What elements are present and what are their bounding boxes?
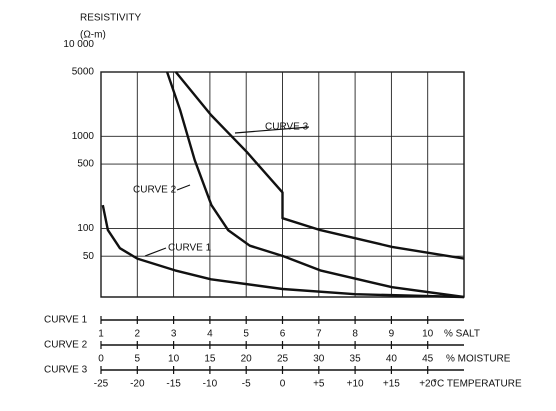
x-tick-label: 4: [207, 329, 213, 340]
x-tick-label: 6: [280, 329, 286, 340]
x-tick-label: -20: [130, 379, 145, 390]
x-tick-label: 3: [171, 329, 177, 340]
x-tick-label: 10: [422, 329, 434, 340]
x-tick-label: 0: [280, 379, 286, 390]
x-axis-name: CURVE 2: [44, 340, 88, 351]
x-tick-label: 5: [135, 354, 141, 365]
x-axis-name: CURVE 3: [44, 365, 88, 376]
leader-line: [176, 184, 191, 191]
x-tick-label: +20: [419, 379, 436, 390]
y-tick-label: 10 000: [63, 39, 94, 50]
x-tick-label: 9: [389, 329, 395, 340]
curve: [174, 71, 465, 260]
y-axis-label: RESISTIVITY: [80, 13, 141, 24]
x-tick-label: +5: [313, 379, 325, 390]
x-tick-label: 45: [422, 354, 434, 365]
y-tick-label: 100: [77, 223, 94, 234]
x-tick-label: 30: [313, 354, 325, 365]
x-tick-label: 8: [352, 329, 358, 340]
x-tick-label: 2: [135, 329, 141, 340]
x-axis-label: % MOISTURE: [446, 354, 511, 365]
leader-line: [144, 247, 167, 257]
y-axis-unit: (Ω-m): [80, 30, 106, 41]
y-tick-label: 50: [83, 251, 95, 262]
x-tick-label: 10: [168, 354, 180, 365]
curve: [165, 71, 465, 299]
x-tick-label: -10: [203, 379, 218, 390]
curve-label: CURVE 2: [133, 185, 177, 196]
x-tick-label: +15: [383, 379, 400, 390]
x-tick-label: -25: [94, 379, 109, 390]
y-tick-label: 1000: [72, 131, 95, 142]
x-tick-label: 5: [243, 329, 249, 340]
x-tick-label: 15: [204, 354, 216, 365]
x-tick-label: 20: [241, 354, 253, 365]
y-tick-label: 500: [77, 159, 94, 170]
x-tick-label: 0: [98, 354, 104, 365]
x-axis-name: CURVE 1: [44, 315, 88, 326]
y-tick-label: 5000: [72, 67, 95, 78]
x-tick-label: 1: [98, 329, 104, 340]
curve-label: CURVE 1: [168, 243, 212, 254]
x-axis-label: °C TEMPERATURE: [433, 379, 522, 390]
x-tick-label: 7: [316, 329, 322, 340]
x-tick-label: 40: [386, 354, 398, 365]
x-tick-label: +10: [347, 379, 364, 390]
x-tick-label: -5: [242, 379, 251, 390]
curve-label: CURVE 3: [265, 122, 309, 133]
leader-line: [234, 126, 310, 134]
x-tick-label: -15: [166, 379, 181, 390]
x-tick-label: 25: [277, 354, 289, 365]
curve: [101, 204, 465, 299]
x-axis-label: % SALT: [444, 329, 480, 340]
x-tick-label: 35: [350, 354, 362, 365]
